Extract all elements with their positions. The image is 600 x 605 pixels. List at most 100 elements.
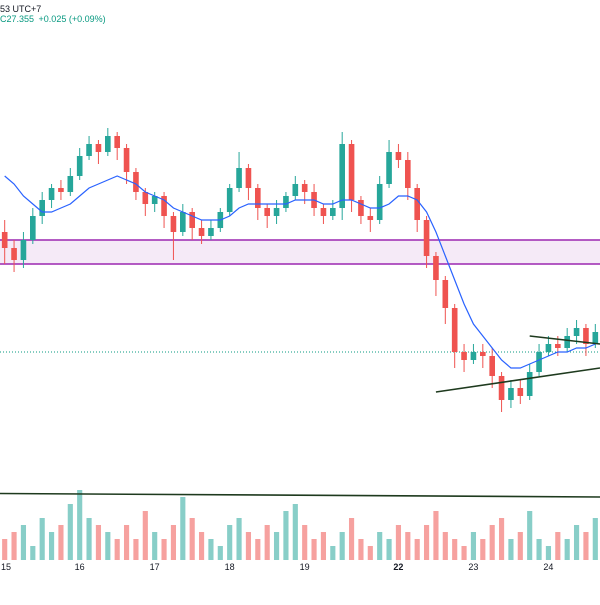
candle-body — [39, 200, 45, 216]
volume-bar — [292, 504, 298, 560]
volume-bar — [142, 511, 148, 560]
volume-bar — [414, 539, 420, 560]
volume-bar — [198, 532, 205, 560]
candle-body — [358, 200, 364, 216]
candle — [526, 364, 533, 400]
triangle-upper-line — [529, 335, 600, 345]
triangle-lower-line — [435, 367, 600, 393]
candle-body — [123, 148, 130, 172]
candle — [517, 380, 524, 404]
candle — [67, 168, 74, 196]
candle — [423, 216, 430, 268]
trendlines[interactable] — [0, 335, 600, 498]
candle — [489, 348, 495, 388]
header-last-price: C27.355 — [0, 14, 35, 24]
candle-body — [433, 256, 439, 280]
x-tick-label: 16 — [75, 562, 85, 572]
candle — [255, 184, 261, 220]
candle-body — [1, 232, 8, 248]
volume-bar — [452, 539, 458, 560]
volume-bar — [30, 546, 36, 560]
volume-bar — [320, 532, 327, 560]
candle-body — [573, 328, 580, 336]
candle-body — [555, 344, 561, 348]
candle-body — [114, 136, 120, 148]
volume-bar — [358, 539, 364, 560]
volume-bar — [189, 518, 195, 560]
volume-bar — [39, 518, 45, 560]
candle-body — [508, 388, 514, 400]
candle-body — [58, 188, 64, 192]
volume-bar — [227, 525, 233, 560]
volume-bar — [86, 518, 92, 560]
candle — [461, 344, 467, 372]
candle — [442, 276, 449, 324]
candle-body — [414, 188, 420, 220]
volume-bar — [573, 525, 580, 560]
candle-body — [208, 228, 214, 236]
volume-bar — [508, 539, 514, 560]
candle — [508, 380, 514, 408]
candle-body — [348, 144, 355, 200]
volume-bar — [302, 525, 308, 560]
candle — [245, 164, 252, 200]
candle-body — [245, 168, 252, 188]
volume-bar — [264, 525, 270, 560]
volume-bar — [114, 539, 120, 560]
header-change: +0.025 (+0.09%) — [38, 14, 106, 24]
candle-body — [161, 196, 167, 216]
candle — [358, 196, 364, 224]
volume-bar — [545, 546, 552, 560]
volume-bar — [461, 546, 467, 560]
volume-bar — [20, 525, 27, 560]
support-resistance-zone[interactable] — [0, 239, 600, 265]
volume-bar — [377, 532, 383, 560]
volume-bar — [489, 525, 495, 560]
candle-body — [105, 136, 111, 152]
x-tick-label: 17 — [150, 562, 160, 572]
candle — [95, 140, 102, 164]
candle-body — [498, 376, 505, 400]
candle — [433, 252, 439, 296]
candle — [386, 140, 392, 188]
candle — [76, 148, 83, 180]
candle — [264, 204, 270, 228]
volume-bar — [470, 532, 477, 560]
candle-body — [592, 332, 599, 344]
candle — [151, 192, 158, 212]
volume-bar — [208, 539, 214, 560]
candle-body — [226, 188, 233, 212]
candle — [58, 180, 64, 200]
candle-body — [255, 188, 261, 208]
volume-bar — [498, 518, 505, 560]
volume-bar — [105, 532, 111, 560]
candle — [123, 144, 130, 184]
volume-bar — [161, 539, 167, 560]
volume-bar — [367, 546, 373, 560]
volume-trendline — [0, 492, 600, 498]
x-tick-label: 22 — [393, 562, 403, 572]
candle — [30, 208, 36, 244]
volume-bar — [123, 525, 130, 560]
x-axis: 15 16 17 18 19 22 23 24 — [1, 562, 553, 572]
volume-bar — [386, 539, 392, 560]
volume-bar — [433, 511, 439, 560]
candle — [451, 304, 458, 368]
candle — [367, 208, 374, 232]
candle-body — [86, 144, 92, 156]
candle — [20, 232, 27, 268]
candle-body — [76, 156, 83, 176]
candle — [545, 336, 552, 356]
candle-body — [67, 176, 74, 192]
volume-bar — [564, 539, 570, 560]
volume-bar — [95, 525, 102, 560]
candle-body — [489, 356, 495, 376]
volume-bar — [217, 546, 223, 560]
volume-bar — [311, 539, 317, 560]
volume-bar — [77, 490, 83, 560]
candle — [142, 188, 149, 216]
candle-body — [517, 388, 524, 396]
candle-body — [376, 184, 383, 220]
